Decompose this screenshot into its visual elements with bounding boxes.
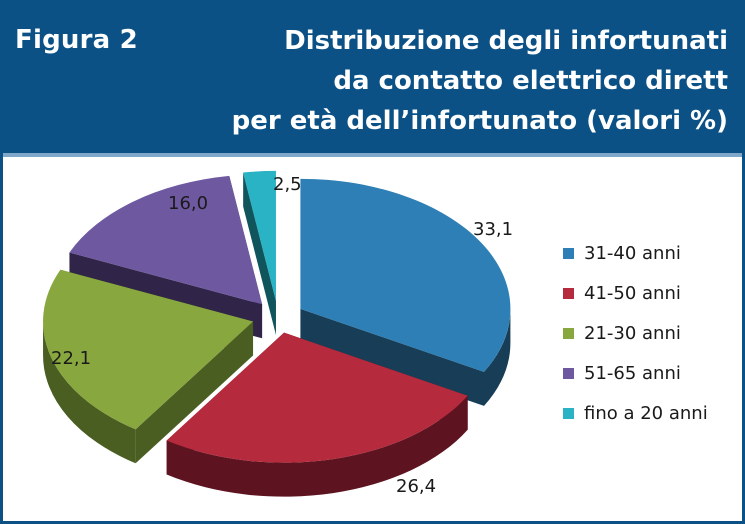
- pie-slice: [43, 269, 254, 430]
- pie-slice-side: [166, 395, 468, 497]
- figure-title-line-2: da contatto elettrico dirett: [333, 66, 728, 96]
- pie-tops: [43, 170, 511, 463]
- legend-swatch: [563, 287, 574, 299]
- legend-label: 21-30 anni: [584, 322, 681, 344]
- pie-data-label: 33,1: [473, 219, 513, 240]
- pie-slice: [300, 178, 511, 372]
- pie-data-label: 26,4: [396, 476, 436, 497]
- legend-item: 51-65 anni: [563, 353, 708, 393]
- pie-slice: [69, 175, 263, 305]
- pie-data-label: 2,5: [273, 174, 302, 195]
- legend-item: 21-30 anni: [563, 313, 708, 353]
- chart-legend: 31-40 anni 41-50 anni 21-30 anni 51-65 a…: [563, 233, 708, 433]
- pie-slice-side: [43, 321, 136, 464]
- figure-header: Figura 2 Distribuzione degli infortunati…: [3, 3, 742, 153]
- figure-title-line-3: per età dell’infortunato (valori %): [231, 106, 728, 136]
- pie-slice-wall: [135, 321, 254, 464]
- pie-chart: 33,1 26,4 22,1 16,0 2,5: [43, 170, 513, 497]
- figure-title-line-1: Distribuzione degli infortunati: [284, 26, 728, 56]
- legend-swatch: [563, 247, 574, 259]
- pie-data-label: 22,1: [51, 348, 91, 369]
- legend-swatch: [563, 407, 574, 419]
- pie-slice-wall: [243, 172, 276, 335]
- pie-slice: [166, 332, 468, 463]
- legend-swatch: [563, 367, 574, 379]
- header-rule: [3, 153, 742, 157]
- legend-item: 31-40 anni: [563, 233, 708, 273]
- legend-label: 31-40 anni: [584, 242, 681, 264]
- legend-item: 41-50 anni: [563, 273, 708, 313]
- pie-slice-side: [484, 308, 511, 406]
- pie-slice-wall: [300, 308, 485, 406]
- legend-swatch: [563, 327, 574, 339]
- legend-label: fino a 20 anni: [584, 402, 708, 424]
- figure-title: Distribuzione degli infortunati da conta…: [208, 21, 728, 141]
- pie-data-label: 16,0: [168, 193, 208, 214]
- pie-labels: 33,1 26,4 22,1 16,0 2,5: [51, 174, 513, 497]
- figure-label: Figura 2: [15, 25, 138, 55]
- legend-label: 51-65 anni: [584, 362, 681, 384]
- legend-label: 41-50 anni: [584, 282, 681, 304]
- legend-item: fino a 20 anni: [563, 393, 708, 433]
- pie-slice: [243, 170, 276, 301]
